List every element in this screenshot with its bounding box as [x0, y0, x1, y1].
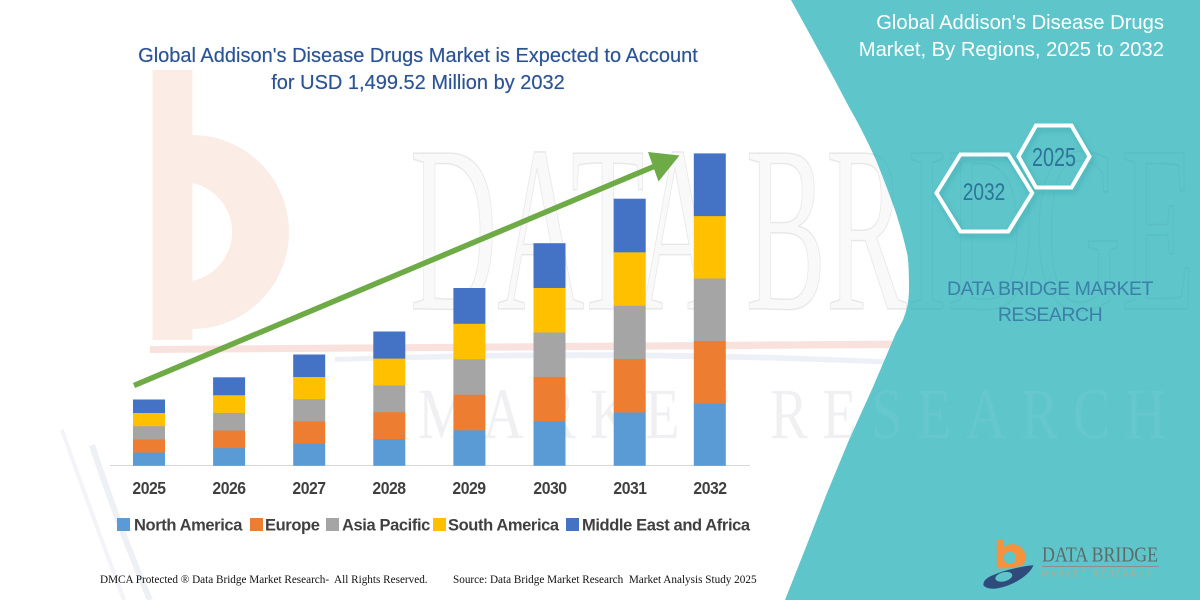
svg-text:DATA BRIDGE: DATA BRIDGE — [1042, 543, 1158, 567]
svg-text:MARKET RESEARCH: MARKET RESEARCH — [1042, 570, 1155, 579]
